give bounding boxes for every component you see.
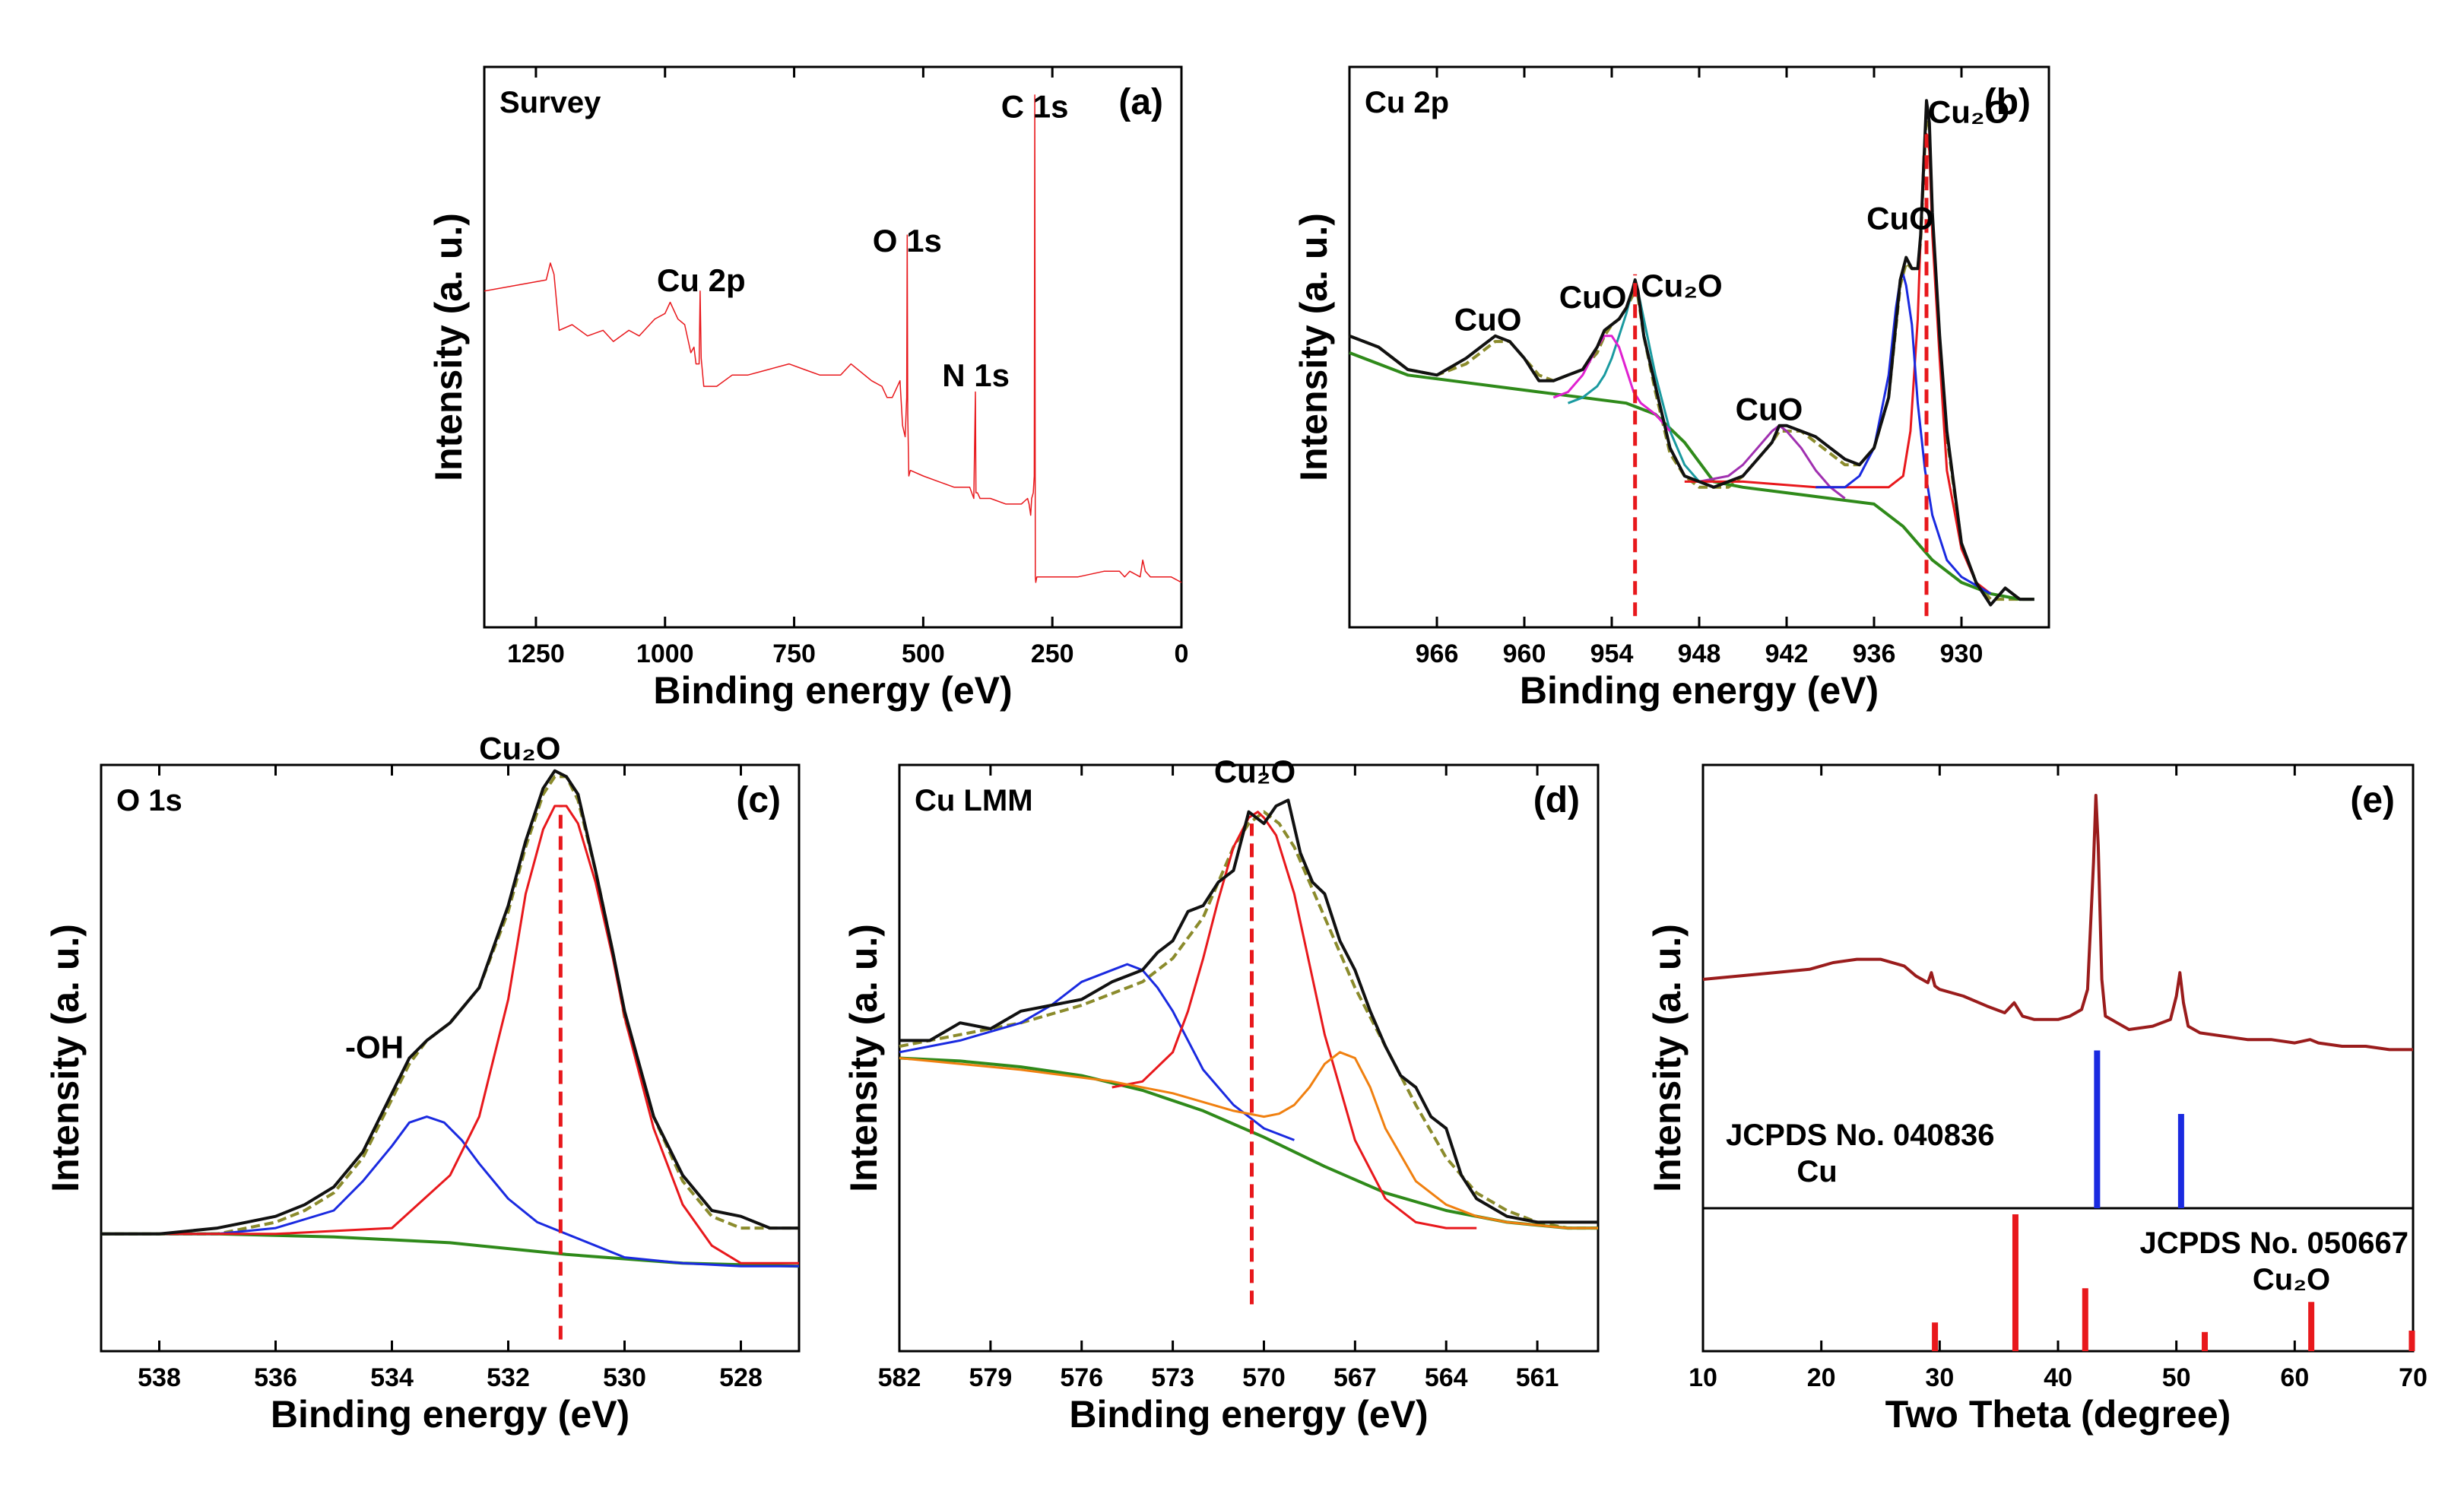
x-tick-label: 50 — [2162, 1363, 2191, 1392]
series-line-envelope — [101, 775, 799, 1236]
series-line-cuo-2p3-2 — [1815, 273, 1992, 595]
x-tick-label: 567 — [1333, 1363, 1377, 1392]
peak-annotation: -OH — [345, 1030, 404, 1065]
series-line-cuo-2p1-2-main — [1552, 335, 1671, 432]
x-tick-label: 570 — [1242, 1363, 1286, 1392]
panel-title: Cu 2p — [1365, 86, 1449, 119]
series-line-survey — [484, 94, 1182, 583]
x-tick-label: 582 — [878, 1363, 921, 1392]
panel-a: 1250 1000 750 500 250 0 Binding energy (eV) Int… — [427, 65, 1189, 712]
xrd-pattern-line — [1702, 794, 2413, 1052]
x-axis-label: Two Theta (degree) — [1885, 1393, 2231, 1436]
series-line-raw — [101, 769, 799, 1236]
x-tick-label: 960 — [1503, 639, 1546, 668]
peak-annotation: Cu₂O — [1214, 754, 1295, 789]
y-axis-label: Intensity (a. u.) — [427, 213, 470, 481]
x-tick-label: 750 — [772, 639, 816, 668]
peak-annotation: CuO — [1454, 301, 1522, 337]
x-tick-label: 10 — [1689, 1363, 1717, 1392]
peak-annotation: Cu₂O — [479, 730, 560, 766]
x-tick-label: 70 — [2399, 1363, 2428, 1392]
peak-annotation: Cu₂O — [1641, 268, 1722, 303]
reference-label: JCPDS No. 050667 — [2139, 1226, 2409, 1260]
x-tick-label: 528 — [719, 1363, 763, 1392]
x-tick-label: 40 — [2044, 1363, 2072, 1392]
peak-annotation: CuO — [1866, 201, 1934, 236]
panel-label: (b) — [1984, 82, 2031, 122]
x-tick-label: 954 — [1590, 639, 1634, 668]
series-line-cu2o-2p3-2 — [1684, 132, 1992, 595]
x-tick-label: 561 — [1516, 1363, 1559, 1392]
x-tick-label: 1250 — [507, 639, 565, 668]
plot-frame — [898, 763, 1600, 1353]
panel-d: 582 579 576 573 570 567 564 561 Binding energy (… — [842, 754, 1600, 1436]
series-line-cu2o — [101, 804, 799, 1264]
x-tick-label: 532 — [487, 1363, 530, 1392]
x-tick-label: 500 — [902, 639, 945, 668]
series-line-third-component — [899, 1051, 1598, 1230]
x-tick-label: 936 — [1853, 639, 1896, 668]
x-axis-label: Binding energy (eV) — [653, 669, 1012, 712]
x-axis-label: Binding energy (eV) — [271, 1393, 629, 1436]
x-tick-label: 534 — [370, 1363, 414, 1392]
panel-title: Survey — [499, 86, 601, 119]
x-tick-label: 948 — [1678, 639, 1721, 668]
peak-annotation: C 1s — [1001, 88, 1069, 124]
peak-annotation: CuO — [1736, 391, 1803, 427]
plot-frame — [1348, 65, 2050, 629]
x-tick-label: 250 — [1031, 639, 1074, 668]
peak-annotation: N 1s — [942, 357, 1010, 393]
x-tick-label: 536 — [254, 1363, 297, 1392]
series-line-background — [101, 1232, 800, 1268]
y-axis-label: Intensity (a. u.) — [1646, 924, 1689, 1192]
x-tick-label: 966 — [1416, 639, 1459, 668]
panel-b: 966 960 954 948 942 936 930 Binding energy (eV)… — [1292, 65, 2050, 712]
x-axis-label: Binding energy (eV) — [1520, 669, 1879, 712]
y-axis-label: Intensity (a. u.) — [1292, 213, 1335, 481]
x-tick-label: 30 — [1925, 1363, 1954, 1392]
peak-annotation: O 1s — [873, 223, 942, 259]
reference-phase: Cu₂O — [2253, 1263, 2330, 1296]
series-line-background — [1349, 351, 2034, 601]
peak-annotation: Cu₂O — [1928, 94, 2009, 130]
series-line-raw — [1349, 99, 2034, 607]
series-line-envelope — [899, 810, 1598, 1230]
x-tick-label: 564 — [1425, 1363, 1468, 1392]
x-tick-label: 942 — [1765, 639, 1809, 668]
x-tick-label: 573 — [1151, 1363, 1194, 1392]
series-line--oh — [101, 1115, 799, 1268]
peak-annotation: Cu 2p — [657, 262, 746, 298]
panel-title: O 1s — [116, 784, 182, 817]
x-tick-label: 0 — [1175, 639, 1189, 668]
x-tick-label: 538 — [138, 1363, 181, 1392]
panel-label: (a) — [1118, 82, 1163, 122]
x-tick-label: 930 — [1940, 639, 1984, 668]
reference-label: JCPDS No. 040836 — [1726, 1119, 1995, 1152]
panel-label: (c) — [736, 780, 781, 820]
x-tick-label: 576 — [1060, 1363, 1103, 1392]
y-axis-label: Intensity (a. u.) — [842, 924, 885, 1192]
panel-e: 10 20 30 40 50 60 70 Two Theta (degree) Intensit… — [1646, 763, 2428, 1436]
panel-c: 538 536 534 532 530 528 Binding energy (eV) Int… — [44, 730, 801, 1436]
reference-phase: Cu — [1796, 1155, 1837, 1188]
x-tick-label: 20 — [1807, 1363, 1836, 1392]
series-line-raw — [899, 798, 1598, 1224]
x-axis-label: Binding energy (eV) — [1069, 1393, 1428, 1436]
panel-label: (d) — [1533, 780, 1580, 820]
x-tick-label: 530 — [603, 1363, 646, 1392]
panel-title: Cu LMM — [915, 784, 1033, 817]
x-tick-label: 579 — [969, 1363, 1013, 1392]
plot-frame — [483, 65, 1183, 629]
peak-annotation: CuO — [1559, 279, 1627, 315]
x-tick-label: 60 — [2280, 1363, 2309, 1392]
plot-frame — [100, 763, 801, 1353]
series-line-cu2o-lmm — [1111, 811, 1477, 1230]
y-axis-label: Intensity (a. u.) — [44, 924, 87, 1192]
x-tick-label: 1000 — [636, 639, 694, 668]
panel-label: (e) — [2350, 780, 2395, 820]
